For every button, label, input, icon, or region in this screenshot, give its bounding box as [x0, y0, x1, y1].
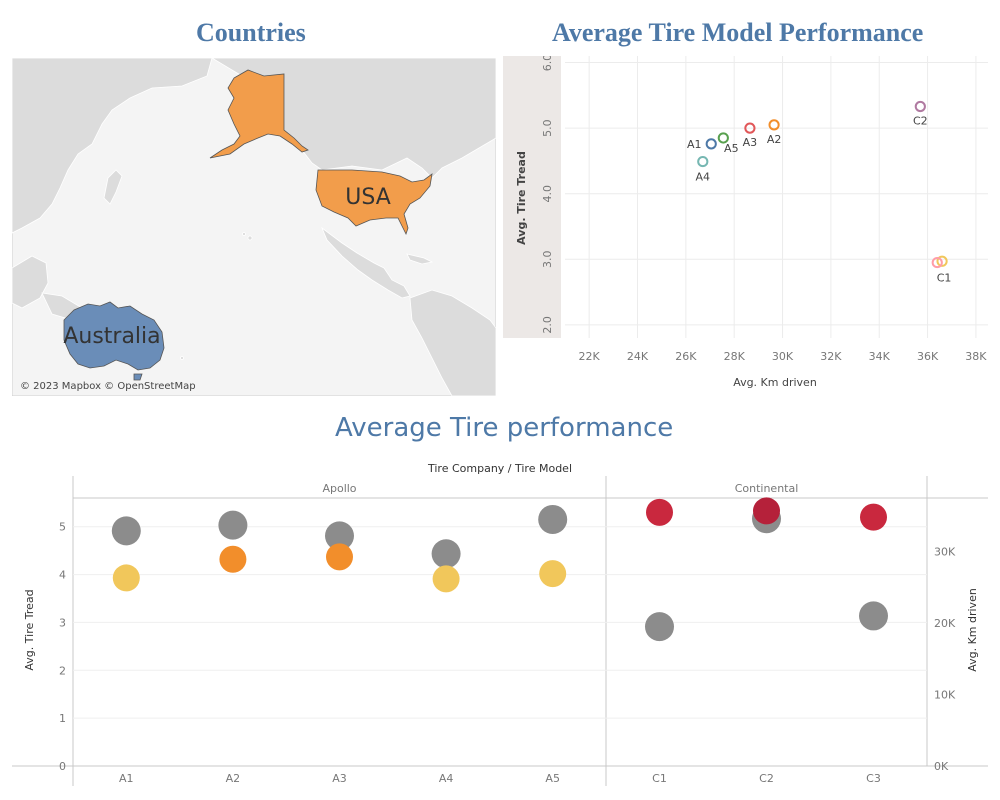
tire-tread-dot[interactable]	[326, 543, 353, 571]
scatter-point[interactable]	[936, 255, 948, 267]
bottom-category-label: C2	[759, 772, 774, 785]
scatter-point[interactable]	[744, 122, 756, 134]
km-driven-dot[interactable]	[431, 539, 461, 569]
km-driven-dot[interactable]	[645, 612, 674, 642]
group-label-continental: Continental	[735, 482, 799, 495]
bottom-right-tick-label: 30K	[934, 546, 956, 559]
scatter-x-tick-label: 38K	[965, 350, 987, 363]
km-driven-dot[interactable]	[111, 516, 141, 546]
km-driven-dot[interactable]	[218, 510, 248, 540]
scatter-x-tick-label: 22K	[579, 350, 601, 363]
bottom-category-label: C1	[652, 772, 667, 785]
bottom-left-axis-label: Avg. Tire Tread	[23, 589, 36, 670]
usa-label: USA	[345, 185, 391, 210]
scatter-point[interactable]	[705, 138, 717, 150]
bottom-left-tick-label: 4	[59, 569, 66, 582]
bottom-title: Average Tire performance	[335, 413, 674, 443]
tire-tread-dot[interactable]	[860, 503, 887, 531]
bottom-category-label: A2	[226, 772, 241, 785]
countries-map[interactable]: USA Australia © 2023 Mapbox © OpenStreet…	[12, 58, 496, 396]
alaska-shape	[209, 69, 309, 159]
bottom-chart[interactable]: Tire Company / Tire Model Apollo Continen…	[0, 456, 1000, 800]
scatter-point-label: A5	[724, 142, 739, 155]
australia-label: Australia	[63, 324, 160, 349]
group-label-apollo: Apollo	[322, 482, 356, 495]
bottom-header: Tire Company / Tire Model	[427, 462, 572, 475]
bottom-left-tick-label: 5	[59, 521, 66, 534]
scatter-point[interactable]	[697, 155, 709, 168]
tire-tread-dot[interactable]	[112, 564, 140, 592]
bottom-left-tick-label: 1	[59, 712, 66, 725]
scatter-point-label: A3	[743, 136, 758, 149]
tire-tread-dot[interactable]	[539, 560, 567, 588]
bottom-category-label: A1	[119, 772, 134, 785]
tire-tread-dot[interactable]	[753, 497, 780, 525]
tire-tread-dot[interactable]	[219, 545, 247, 573]
map-attribution: © 2023 Mapbox © OpenStreetMap	[20, 381, 196, 392]
scatter-point-label: A2	[767, 133, 782, 146]
scatter-y-tick-label: 5.0	[541, 119, 554, 136]
bottom-left-tick-label: 3	[59, 616, 66, 629]
km-driven-dot[interactable]	[538, 504, 568, 534]
scatter-x-tick-label: 36K	[917, 350, 939, 363]
bottom-right-axis-label: Avg. Km driven	[966, 588, 979, 672]
bottom-category-label: C3	[866, 772, 881, 785]
km-driven-dot[interactable]	[859, 601, 888, 631]
bottom-left-tick-label: 0	[59, 760, 66, 773]
scatter-y-axis-label: Avg. Tire Tread	[515, 151, 528, 245]
scatter-point-label: A4	[696, 171, 711, 184]
tire-tread-dot[interactable]	[432, 565, 460, 593]
bottom-right-tick-label: 20K	[934, 617, 956, 630]
scatter-x-tick-label: 34K	[869, 350, 891, 363]
scatter-y-tick-label: 2.0	[541, 316, 554, 334]
usa-shape	[315, 169, 433, 236]
scatter-x-tick-label: 26K	[675, 350, 697, 363]
scatter-x-tick-label: 24K	[627, 350, 649, 363]
scatter-point-label: C1	[937, 271, 952, 284]
scatter-yaxis-band	[503, 56, 561, 338]
scatter-point[interactable]	[914, 100, 926, 113]
scatter-chart[interactable]: 2.0 3.0 4.0 5.0 6.0 22K 24K 26K 28K 30K 32K 34K 36K…	[503, 56, 995, 396]
australia-shape	[63, 301, 165, 371]
bottom-category-label: A3	[332, 772, 347, 785]
scatter-title: Average Tire Model Performance	[552, 18, 924, 47]
scatter-y-tick-label: 3.0	[541, 251, 554, 268]
km-driven-dot[interactable]	[325, 521, 354, 551]
scatter-x-tick-label: 28K	[724, 350, 746, 363]
scatter-point[interactable]	[717, 132, 729, 144]
bottom-right-tick-label: 0K	[934, 760, 949, 773]
scatter-point-label: C2	[913, 114, 928, 127]
tasmania-shape	[133, 373, 143, 381]
bottom-category-label: A4	[439, 772, 454, 785]
scatter-point-label: A1	[687, 138, 702, 151]
bottom-right-tick-label: 10K	[934, 689, 956, 702]
scatter-x-tick-label: 30K	[772, 350, 794, 363]
scatter-point[interactable]	[768, 119, 780, 131]
bottom-category-label: A5	[545, 772, 560, 785]
scatter-y-tick-label: 6.0	[541, 56, 554, 71]
scatter-x-axis-label: Avg. Km driven	[733, 376, 817, 389]
bottom-left-tick-label: 2	[59, 664, 66, 677]
scatter-x-tick-label: 32K	[820, 350, 842, 363]
map-title: Countries	[196, 18, 306, 47]
tire-tread-dot[interactable]	[646, 498, 673, 526]
scatter-point[interactable]	[931, 256, 943, 269]
scatter-y-tick-label: 4.0	[541, 185, 554, 203]
